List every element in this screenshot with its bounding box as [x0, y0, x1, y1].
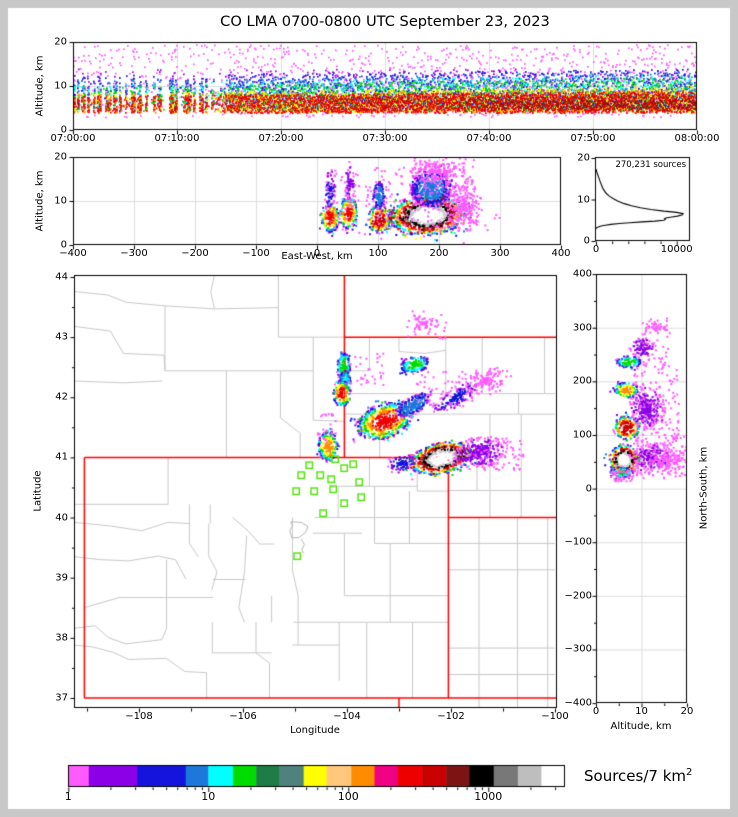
longitude-tick-label: −106: [229, 711, 257, 722]
latitude-tick-label: 37: [55, 692, 68, 704]
altitude-tick-label: 10: [577, 194, 590, 205]
north-south-tick-label: −100: [564, 536, 592, 548]
histogram-tick-label: 0: [592, 244, 600, 255]
latitude-tick-label: 44: [55, 271, 68, 283]
ew-tick-label: −100: [242, 248, 270, 259]
ew-xlabel: East-West, km: [281, 251, 353, 262]
colorbar-label: Sources/7 km2: [584, 767, 692, 785]
altitude-tick-label: 0: [583, 235, 590, 247]
ew-tick-label: 100: [368, 248, 388, 259]
time-height-ylabel: Altitude, km: [34, 55, 46, 117]
altitude-tick-label: 20: [54, 151, 67, 163]
altitude-tick-label: 0: [60, 124, 67, 136]
page-title: CO LMA 0700-0800 UTC September 23, 2023: [220, 13, 550, 30]
colorbar-label-text: Sources/7 km: [584, 767, 686, 785]
time-tick-label: 07:00:00: [50, 133, 96, 144]
source-count-annotation: 270,231 sources: [615, 160, 686, 170]
latitude-tick-label: 40: [55, 512, 68, 524]
ns-xlabel: Altitude, km: [610, 721, 672, 732]
ew-tick-label: 200: [429, 248, 449, 259]
histogram-tick-label: 10000: [660, 244, 693, 255]
time-tick-label: 07:10:00: [154, 133, 200, 144]
altitude-tick-label: 20: [680, 706, 694, 717]
altitude-tick-label: 20: [577, 152, 590, 164]
colorbar-tick-label: 10: [201, 790, 216, 803]
latitude-tick-label: 41: [55, 451, 68, 463]
colorbar-tick-label: 1: [64, 790, 72, 803]
north-south-tick-label: −200: [564, 590, 592, 602]
longitude-tick-label: −108: [125, 711, 153, 722]
latitude-tick-label: 42: [55, 391, 68, 403]
latitude-tick-label: 39: [55, 572, 68, 584]
north-south-tick-label: 200: [572, 375, 592, 387]
map-xlabel: Longitude: [290, 725, 340, 736]
altitude-tick-label: 20: [54, 36, 67, 48]
north-south-tick-label: −400: [564, 697, 592, 709]
ew-tick-label: −400: [59, 248, 87, 259]
ew-tick-label: 300: [490, 248, 510, 259]
altitude-tick-label: 0: [592, 706, 600, 717]
time-tick-label: 07:50:00: [570, 133, 616, 144]
colorbar-tick-label: 1000: [474, 790, 503, 803]
latitude-tick-label: 38: [55, 632, 68, 644]
time-tick-label: 07:40:00: [466, 133, 512, 144]
map-ylabel: Latitude: [32, 470, 44, 512]
altitude-tick-label: 10: [635, 706, 648, 717]
altitude-tick-label: 10: [54, 195, 67, 207]
colorbar-label-sup: 2: [686, 767, 693, 778]
north-south-tick-label: −300: [564, 643, 592, 655]
longitude-tick-label: −102: [437, 711, 465, 722]
ew-tick-label: −300: [120, 248, 148, 259]
north-south-tick-label: 400: [572, 268, 592, 280]
colorbar-tick-label: 100: [337, 790, 359, 803]
ns-ylabel: North-South, km: [698, 446, 710, 530]
altitude-tick-label: 0: [60, 239, 67, 251]
time-tick-label: 08:00:00: [674, 133, 720, 144]
latitude-tick-label: 43: [55, 331, 68, 343]
north-south-tick-label: 0: [585, 483, 592, 495]
time-tick-label: 07:30:00: [362, 133, 408, 144]
altitude-tick-label: 10: [54, 80, 67, 92]
north-south-tick-label: 100: [572, 429, 592, 441]
ew-tick-label: 400: [551, 248, 571, 259]
time-tick-label: 07:20:00: [258, 133, 304, 144]
longitude-tick-label: −104: [333, 711, 361, 722]
ew-tick-label: −200: [181, 248, 209, 259]
north-south-tick-label: 300: [572, 322, 592, 334]
longitude-tick-label: −100: [541, 711, 569, 722]
ew-tick-label: 0: [313, 248, 321, 259]
ew-ylabel: Altitude, km: [34, 170, 46, 232]
